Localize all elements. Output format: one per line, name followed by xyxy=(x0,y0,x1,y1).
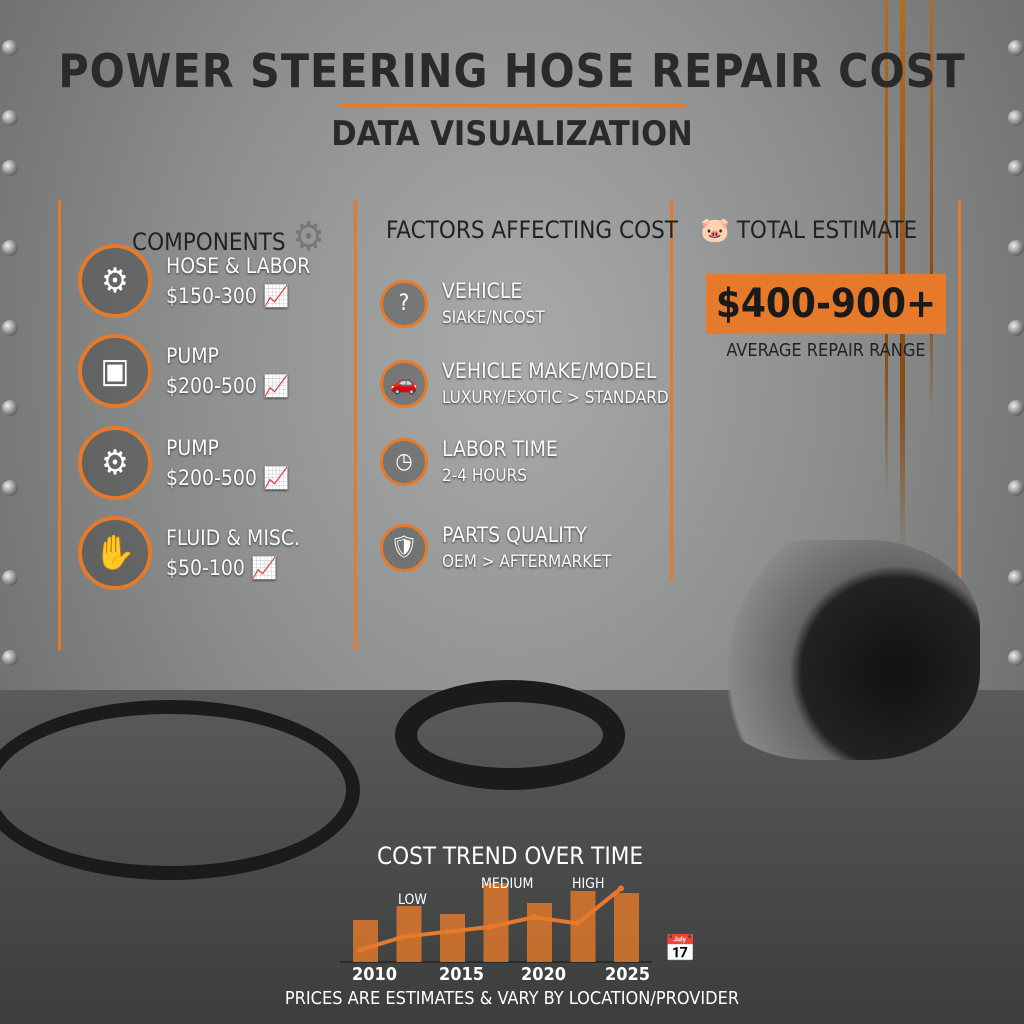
factor-detail: SIAKE/NCOST xyxy=(442,308,545,329)
divider xyxy=(58,200,61,650)
rivet xyxy=(2,160,18,176)
shield-wrench-icon: 🛡 xyxy=(380,523,428,572)
chart-title: COST TREND OVER TIME xyxy=(377,842,643,870)
factors-heading: FACTORS AFFECTING COST xyxy=(386,216,678,244)
rivet xyxy=(2,40,18,56)
component-item: ⚙ PUMP $200-500 📈 xyxy=(78,426,289,500)
trend-up-icon: 📈 xyxy=(262,466,290,490)
divider xyxy=(670,200,673,580)
rivet xyxy=(2,650,18,666)
component-price: $200-500 📈 xyxy=(166,374,290,398)
page-subtitle: DATA VISUALIZATION xyxy=(331,114,693,154)
rivet xyxy=(1008,160,1024,176)
trend-up-icon: 📈 xyxy=(262,374,290,398)
annotation-high: HIGH xyxy=(572,876,605,892)
total-estimate-value: $400-900+ xyxy=(706,274,946,334)
trend-point xyxy=(531,914,537,921)
total-heading: 🐷 TOTAL ESTIMATE xyxy=(700,216,917,244)
trend-up-icon: 📈 xyxy=(262,284,290,308)
total-caption: AVERAGE REPAIR RANGE xyxy=(726,340,926,361)
cost-trend-chart xyxy=(340,883,652,963)
annotation-medium: MEDIUM xyxy=(481,876,534,892)
rivet xyxy=(1008,40,1024,56)
title-underline xyxy=(340,104,685,107)
page-title: POWER STEERING HOSE REPAIR COST xyxy=(58,44,966,98)
trend-point xyxy=(400,933,407,940)
divider xyxy=(958,200,961,580)
component-name: PUMP xyxy=(166,435,219,460)
gear-icon: ⚙ xyxy=(292,214,325,260)
clock-icon: ◷ xyxy=(380,437,428,486)
x-tick: 2015 xyxy=(439,964,485,985)
trend-point xyxy=(574,920,581,927)
car-icon: 🚗 xyxy=(380,359,428,408)
component-price: $50-100 📈 xyxy=(166,556,278,580)
calendar-icon: 📅 xyxy=(664,934,697,964)
rivet xyxy=(2,400,18,416)
components-heading-text: COMPONENTS xyxy=(132,228,286,256)
rivet xyxy=(1008,400,1024,416)
annotation-low: LOW xyxy=(398,892,427,908)
rivet xyxy=(2,110,18,126)
component-name: FLUID & MISC. xyxy=(166,525,301,550)
trend-up-icon: 📈 xyxy=(250,556,278,580)
factor-item: ? VEHICLE SIAKE/NCOST xyxy=(380,276,545,331)
engine-icon: ▣ xyxy=(78,334,152,408)
rivet xyxy=(1008,240,1024,256)
rust-streak xyxy=(930,0,933,420)
wrench-gear-icon: ⚙ xyxy=(78,244,152,318)
question-icon: ? xyxy=(380,279,428,328)
x-tick: 2025 xyxy=(605,964,651,985)
component-item: ⚙ HOSE & LABOR $150-300 📈 xyxy=(78,244,310,318)
chart-bar xyxy=(570,891,596,962)
hand-wrench-icon: ✋ xyxy=(78,516,152,590)
trend-point xyxy=(487,923,494,930)
divider xyxy=(354,200,357,650)
rivet xyxy=(2,320,18,336)
x-tick: 2020 xyxy=(521,964,567,985)
power-steering-pump-image xyxy=(700,540,980,760)
component-price: $200-500 📈 xyxy=(166,466,290,490)
factor-item: 🚗 VEHICLE MAKE/MODEL LUXURY/EXOTIC > STAND… xyxy=(380,356,669,411)
rivet xyxy=(1008,110,1024,126)
rivet xyxy=(2,240,18,256)
factor-detail: LUXURY/EXOTIC > STANDARD xyxy=(442,388,669,409)
trend-point xyxy=(444,928,450,935)
rivet xyxy=(2,480,18,496)
factor-name: PARTS QUALITY xyxy=(442,523,587,547)
chart-bar xyxy=(527,903,552,962)
factor-name: LABOR TIME xyxy=(442,437,558,461)
total-heading-text: TOTAL ESTIMATE xyxy=(736,216,918,244)
rivet xyxy=(1008,570,1024,586)
factor-name: VEHICLE MAKE/MODEL xyxy=(442,359,657,383)
chart-bar xyxy=(440,914,465,962)
footer-note: PRICES ARE ESTIMATES & VARY BY LOCATION/… xyxy=(284,988,740,1009)
component-name: HOSE & LABOR xyxy=(166,253,311,278)
chart-bar xyxy=(353,920,378,962)
components-heading: COMPONENTS ⚙ xyxy=(132,214,325,260)
factor-item: 🛡 PARTS QUALITY OEM > AFTERMARKET xyxy=(380,520,611,575)
rivet xyxy=(1008,480,1024,496)
rivet xyxy=(2,570,18,586)
factor-name: VEHICLE xyxy=(442,279,523,303)
x-tick: 2010 xyxy=(352,964,398,985)
component-item: ▣ PUMP $200-500 📈 xyxy=(78,334,289,408)
coiled-hose-image xyxy=(395,680,625,790)
factor-item: ◷ LABOR TIME 2-4 HOURS xyxy=(380,434,558,489)
factor-detail: OEM > AFTERMARKET xyxy=(442,552,612,573)
pump-gear-icon: ⚙ xyxy=(78,426,152,500)
chart-bar xyxy=(614,893,639,962)
trend-point xyxy=(618,885,624,892)
piggy-bank-icon: 🐷 xyxy=(700,216,730,244)
trend-point xyxy=(357,947,363,953)
component-price: $150-300 📈 xyxy=(166,284,290,308)
factor-detail: 2-4 HOURS xyxy=(442,466,527,487)
rivet xyxy=(1008,320,1024,336)
component-item: ✋ FLUID & MISC. $50-100 📈 xyxy=(78,516,300,590)
component-name: PUMP xyxy=(166,343,219,368)
rivet xyxy=(1008,650,1024,666)
rust-streak xyxy=(885,0,888,500)
